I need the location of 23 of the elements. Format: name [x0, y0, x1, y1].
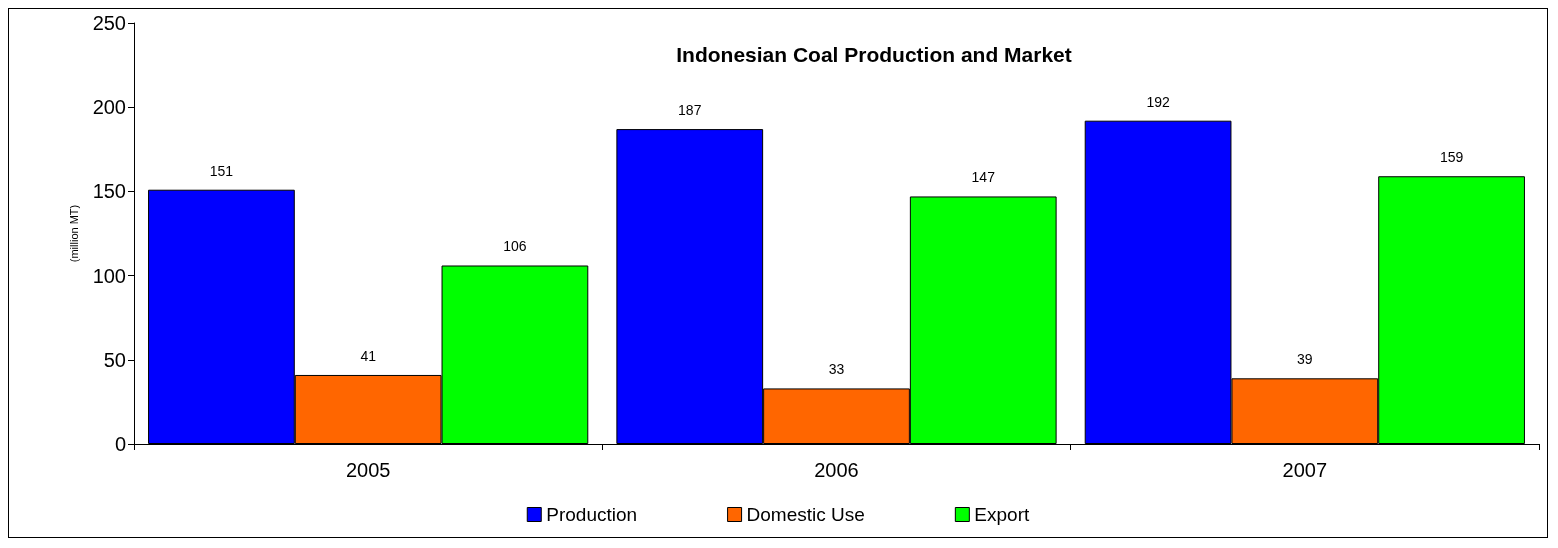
- x-tick-label: 2005: [345, 459, 391, 481]
- y-tick-label: 250: [92, 12, 126, 34]
- y-tick-label: 150: [92, 180, 126, 203]
- data-label: 33: [828, 361, 845, 378]
- data-label: 159: [1439, 149, 1464, 166]
- x-tick-label: 2006: [814, 459, 859, 481]
- legend-label: Production: [546, 504, 638, 525]
- data-label: 192: [1146, 93, 1170, 110]
- x-tick-label: 2007: [1282, 459, 1328, 481]
- legend-label: Export: [974, 504, 1030, 525]
- data-label: 39: [1297, 351, 1313, 368]
- y-tick-label: 50: [103, 348, 126, 371]
- data-label: 41: [360, 347, 377, 364]
- data-label: 147: [971, 169, 996, 186]
- data-label: 187: [678, 102, 702, 119]
- y-tick-label: 200: [92, 96, 126, 119]
- y-tick-label: 0: [114, 433, 126, 455]
- data-label: 151: [209, 162, 234, 179]
- y-tick-label: 100: [92, 264, 126, 287]
- text: Indonesian Coal Production and Market: [676, 43, 1072, 66]
- data-label: 106: [503, 238, 527, 255]
- y-axis-title: (million MT): [67, 204, 80, 263]
- legend-label: Domestic Use: [746, 504, 865, 525]
